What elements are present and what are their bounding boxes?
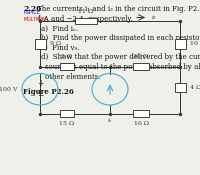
Bar xyxy=(133,63,149,70)
Text: 11 Ω: 11 Ω xyxy=(78,9,94,14)
Text: 4 Ω: 4 Ω xyxy=(190,85,200,90)
Text: a)  Find iₑ.: a) Find iₑ. xyxy=(41,25,78,33)
Text: iₑ: iₑ xyxy=(108,118,112,123)
Bar xyxy=(174,83,186,92)
Text: source is equal to the power absorbed by all the: source is equal to the power absorbed by… xyxy=(45,63,200,71)
Bar xyxy=(133,110,149,117)
Bar xyxy=(35,39,46,49)
Text: PSPICE: PSPICE xyxy=(23,10,40,15)
Text: MULTISIM: MULTISIM xyxy=(23,17,46,22)
Text: 2.26: 2.26 xyxy=(23,5,41,13)
Text: b)  Find the power dissipated in each resistor.: b) Find the power dissipated in each res… xyxy=(41,34,200,42)
Text: other elements.: other elements. xyxy=(45,73,101,81)
Text: 100 V: 100 V xyxy=(0,87,17,92)
Bar xyxy=(75,18,97,24)
Text: 10 Ω: 10 Ω xyxy=(190,41,200,46)
Bar xyxy=(174,39,186,49)
Text: 15 Ω: 15 Ω xyxy=(59,121,75,126)
Text: −: − xyxy=(37,91,43,100)
Text: Figure P2.26: Figure P2.26 xyxy=(23,88,74,96)
Text: c)  Find v₉.: c) Find v₉. xyxy=(41,44,80,52)
Text: d)  Show that the power delivered by the current: d) Show that the power delivered by the … xyxy=(41,53,200,61)
Text: +: + xyxy=(37,79,43,88)
Text: i₁: i₁ xyxy=(152,15,156,20)
Text: 30 Ω: 30 Ω xyxy=(133,54,149,59)
Text: 16 Ω: 16 Ω xyxy=(134,121,148,126)
Bar xyxy=(60,63,74,70)
Text: 4 A and −2 A, respectively.: 4 A and −2 A, respectively. xyxy=(37,15,133,23)
Text: 5 Ω: 5 Ω xyxy=(61,54,73,59)
Bar xyxy=(60,110,74,117)
Text: 9 Ω: 9 Ω xyxy=(50,41,62,46)
Text: The currents i₁ and i₂ in the circuit in Fig. P2.26 are: The currents i₁ and i₂ in the circuit in… xyxy=(37,5,200,13)
